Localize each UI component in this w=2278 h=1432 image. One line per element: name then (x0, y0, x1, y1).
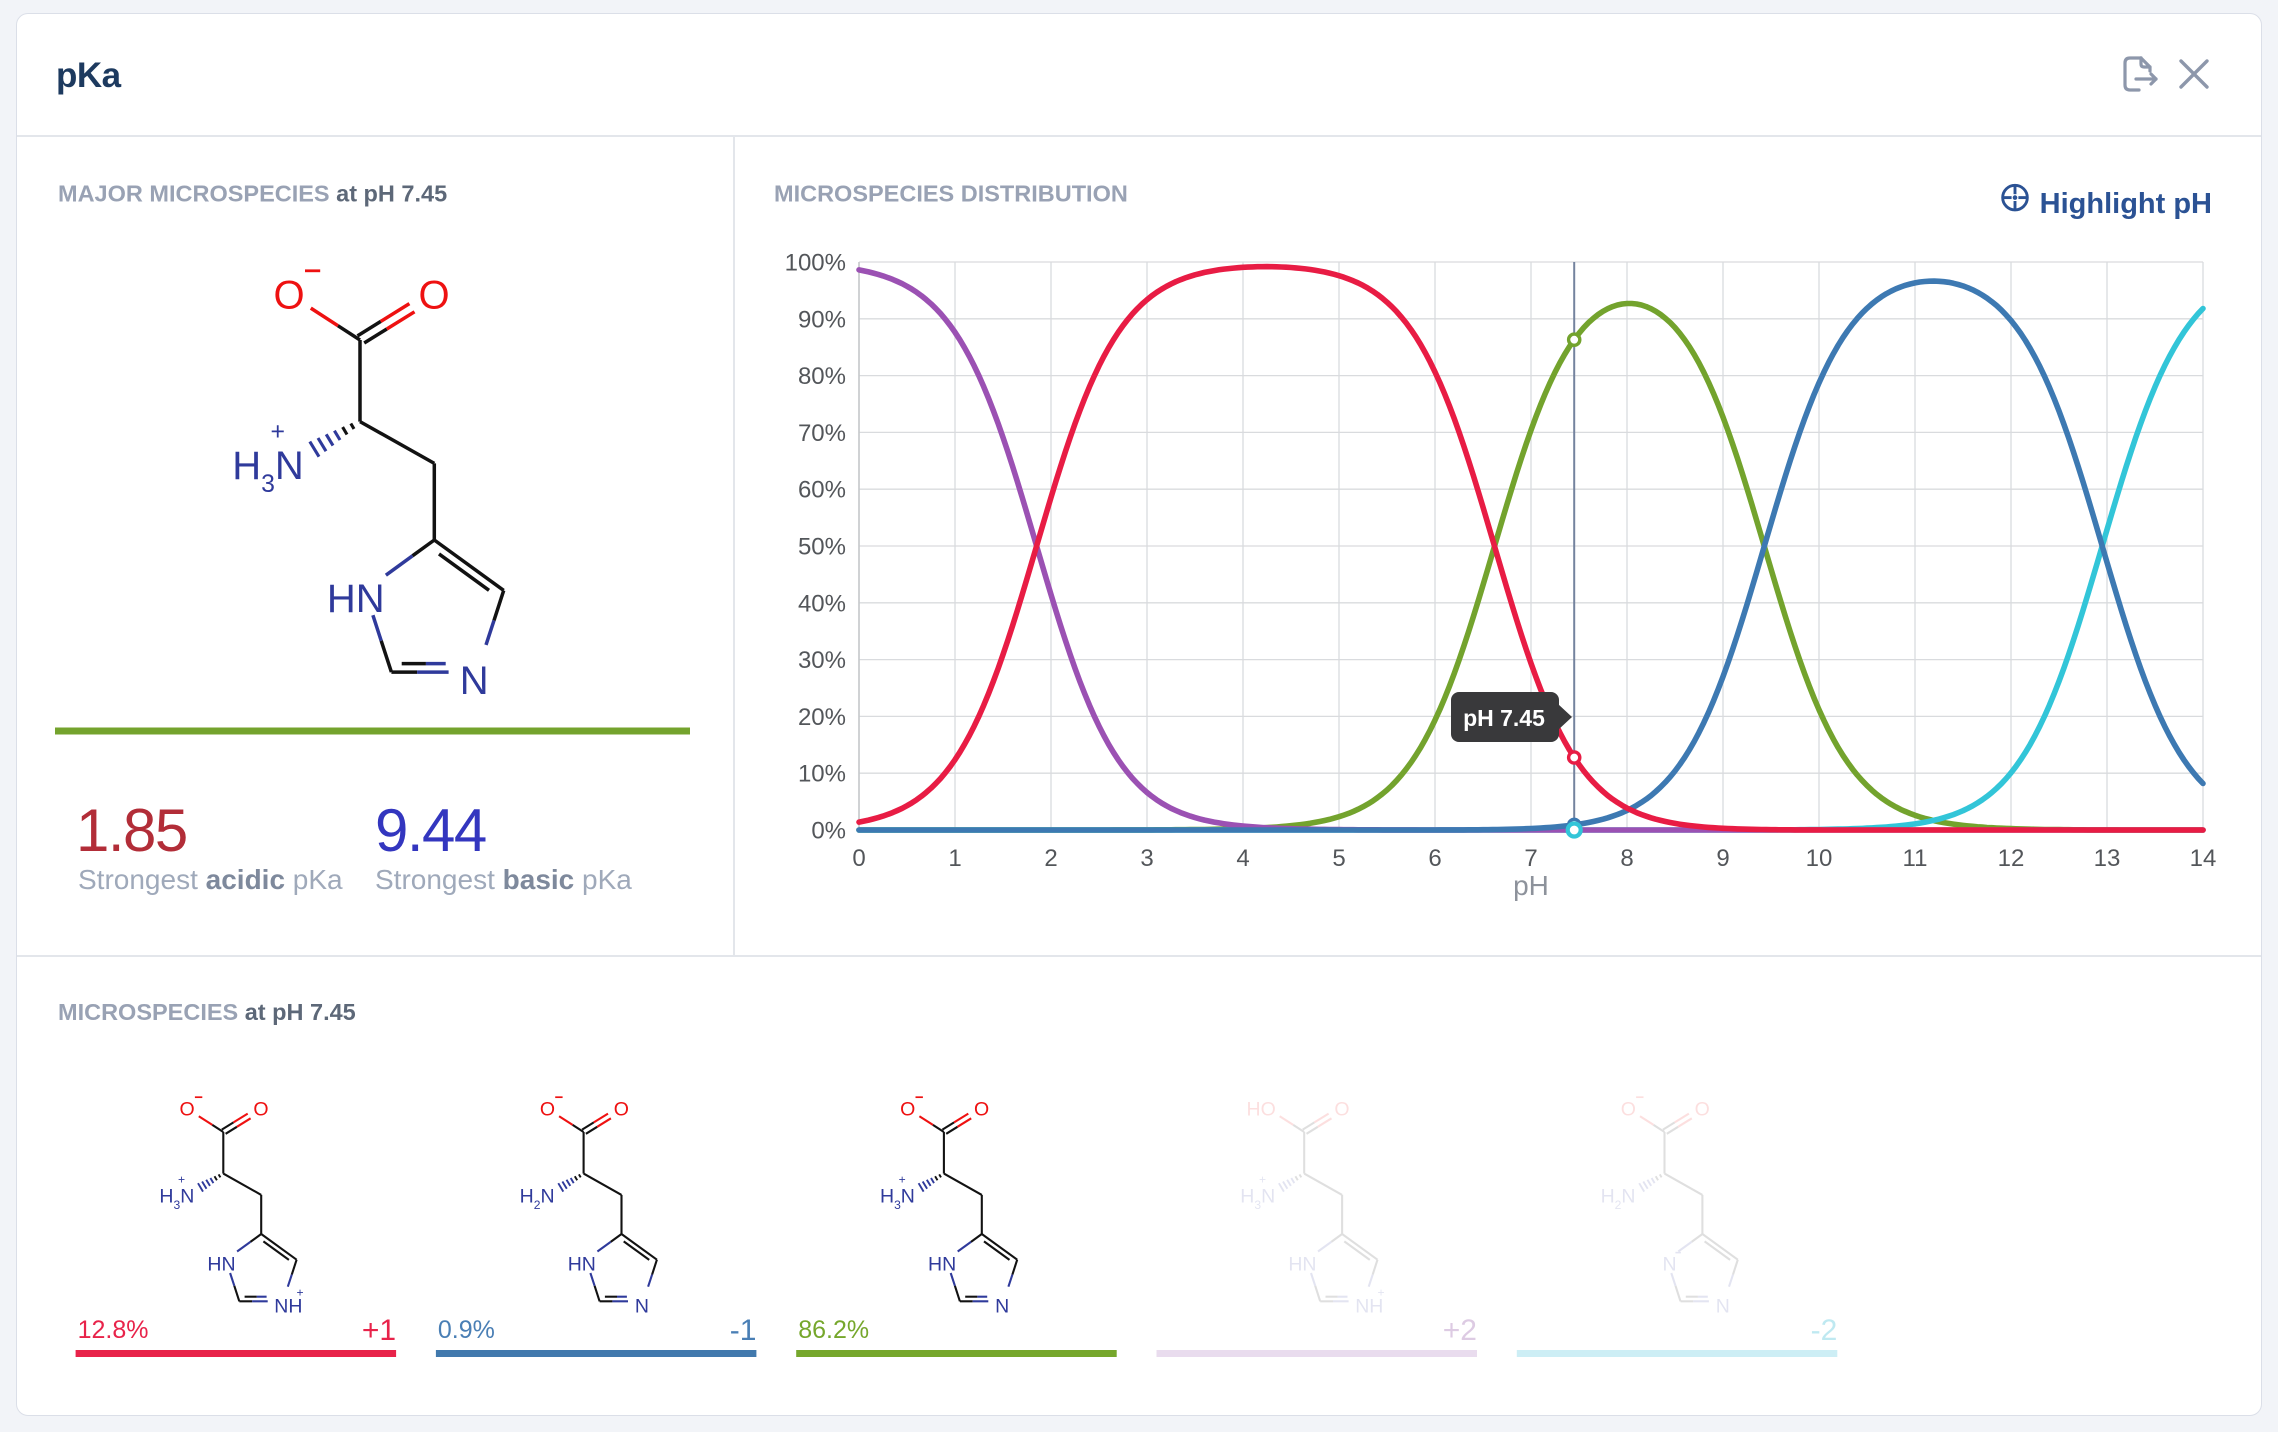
svg-text:Strongest basic pKa: Strongest basic pKa (375, 864, 632, 895)
svg-text:10: 10 (1806, 845, 1833, 872)
svg-text:40%: 40% (798, 590, 846, 617)
svg-text:9.44: 9.44 (375, 797, 486, 864)
svg-text:0%: 0% (811, 818, 846, 845)
svg-text:pKa: pKa (56, 56, 122, 95)
svg-text:+: + (1377, 1285, 1384, 1299)
svg-text:-1: -1 (730, 1314, 757, 1347)
svg-text:H3N: H3N (159, 1186, 194, 1212)
svg-text:80%: 80% (798, 363, 846, 390)
svg-text:1.85: 1.85 (76, 797, 187, 864)
svg-text:MAJOR MICROSPECIES at pH 7.45: MAJOR MICROSPECIES at pH 7.45 (58, 181, 447, 207)
svg-text:9: 9 (1716, 845, 1729, 872)
svg-text:3: 3 (1140, 845, 1153, 872)
svg-text:HN: HN (928, 1253, 956, 1275)
svg-text:H3N: H3N (232, 444, 304, 498)
svg-text:8: 8 (1620, 845, 1633, 872)
svg-text:12: 12 (1998, 845, 2025, 872)
svg-text:1: 1 (948, 845, 961, 872)
svg-text:HN: HN (327, 577, 385, 621)
svg-text:pH 7.45: pH 7.45 (1463, 705, 1545, 731)
svg-text:10%: 10% (798, 761, 846, 788)
svg-text:14: 14 (2190, 845, 2217, 872)
svg-text:-2: -2 (1811, 1314, 1838, 1347)
svg-text:12.8%: 12.8% (78, 1316, 149, 1344)
svg-text:O: O (1621, 1099, 1636, 1121)
svg-text:HO: HO (1247, 1099, 1276, 1121)
svg-text:+: + (271, 419, 285, 446)
svg-text:Highlight pH: Highlight pH (2040, 188, 2212, 220)
svg-text:+2: +2 (1443, 1314, 1477, 1347)
svg-text:2: 2 (1044, 845, 1057, 872)
svg-text:60%: 60% (798, 477, 846, 504)
svg-text:O: O (418, 274, 449, 318)
svg-text:HN: HN (1288, 1253, 1316, 1275)
svg-text:6: 6 (1428, 845, 1441, 872)
svg-text:O: O (614, 1099, 629, 1121)
svg-text:N: N (1716, 1295, 1730, 1317)
svg-text:Strongest acidic pKa: Strongest acidic pKa (78, 864, 343, 895)
svg-text:50%: 50% (798, 534, 846, 561)
svg-text:N: N (460, 659, 489, 703)
svg-text:100%: 100% (785, 250, 846, 277)
svg-text:H3N: H3N (1240, 1186, 1275, 1212)
svg-text:13: 13 (2094, 845, 2121, 872)
svg-text:70%: 70% (798, 420, 846, 447)
svg-text:86.2%: 86.2% (798, 1316, 869, 1344)
svg-text:O: O (273, 274, 304, 318)
svg-text:7: 7 (1524, 845, 1537, 872)
svg-text:O: O (1695, 1099, 1710, 1121)
svg-text:O: O (900, 1099, 915, 1121)
svg-text:pH: pH (1513, 870, 1549, 901)
svg-text:H3N: H3N (880, 1186, 915, 1212)
svg-text:20%: 20% (798, 704, 846, 731)
svg-text:+: + (297, 1285, 304, 1299)
svg-text:30%: 30% (798, 647, 846, 674)
svg-text:NH: NH (1355, 1295, 1383, 1317)
svg-text:NH: NH (274, 1295, 302, 1317)
svg-text:N: N (1662, 1253, 1676, 1275)
svg-text:O: O (540, 1099, 555, 1121)
svg-text:+: + (1259, 1172, 1266, 1186)
svg-text:O: O (974, 1099, 989, 1121)
svg-text:O: O (1334, 1099, 1349, 1121)
svg-text:4: 4 (1236, 845, 1249, 872)
svg-text:90%: 90% (798, 306, 846, 333)
svg-text:H2N: H2N (520, 1186, 555, 1212)
svg-text:11: 11 (1903, 845, 1928, 872)
svg-text:HN: HN (568, 1253, 596, 1275)
svg-text:N: N (635, 1295, 649, 1317)
svg-text:HN: HN (207, 1253, 235, 1275)
svg-text:0: 0 (852, 845, 865, 872)
svg-text:MICROSPECIES DISTRIBUTION: MICROSPECIES DISTRIBUTION (774, 181, 1128, 207)
svg-text:+: + (899, 1172, 906, 1186)
svg-text:5: 5 (1332, 845, 1345, 872)
svg-text:MICROSPECIES at pH 7.45: MICROSPECIES at pH 7.45 (58, 999, 356, 1025)
svg-text:+: + (178, 1172, 185, 1186)
svg-text:0.9%: 0.9% (438, 1316, 495, 1344)
svg-text:+1: +1 (362, 1314, 396, 1347)
svg-text:H2N: H2N (1601, 1186, 1636, 1212)
svg-text:N: N (995, 1295, 1009, 1317)
svg-text:O: O (180, 1099, 195, 1121)
svg-text:O: O (253, 1099, 268, 1121)
